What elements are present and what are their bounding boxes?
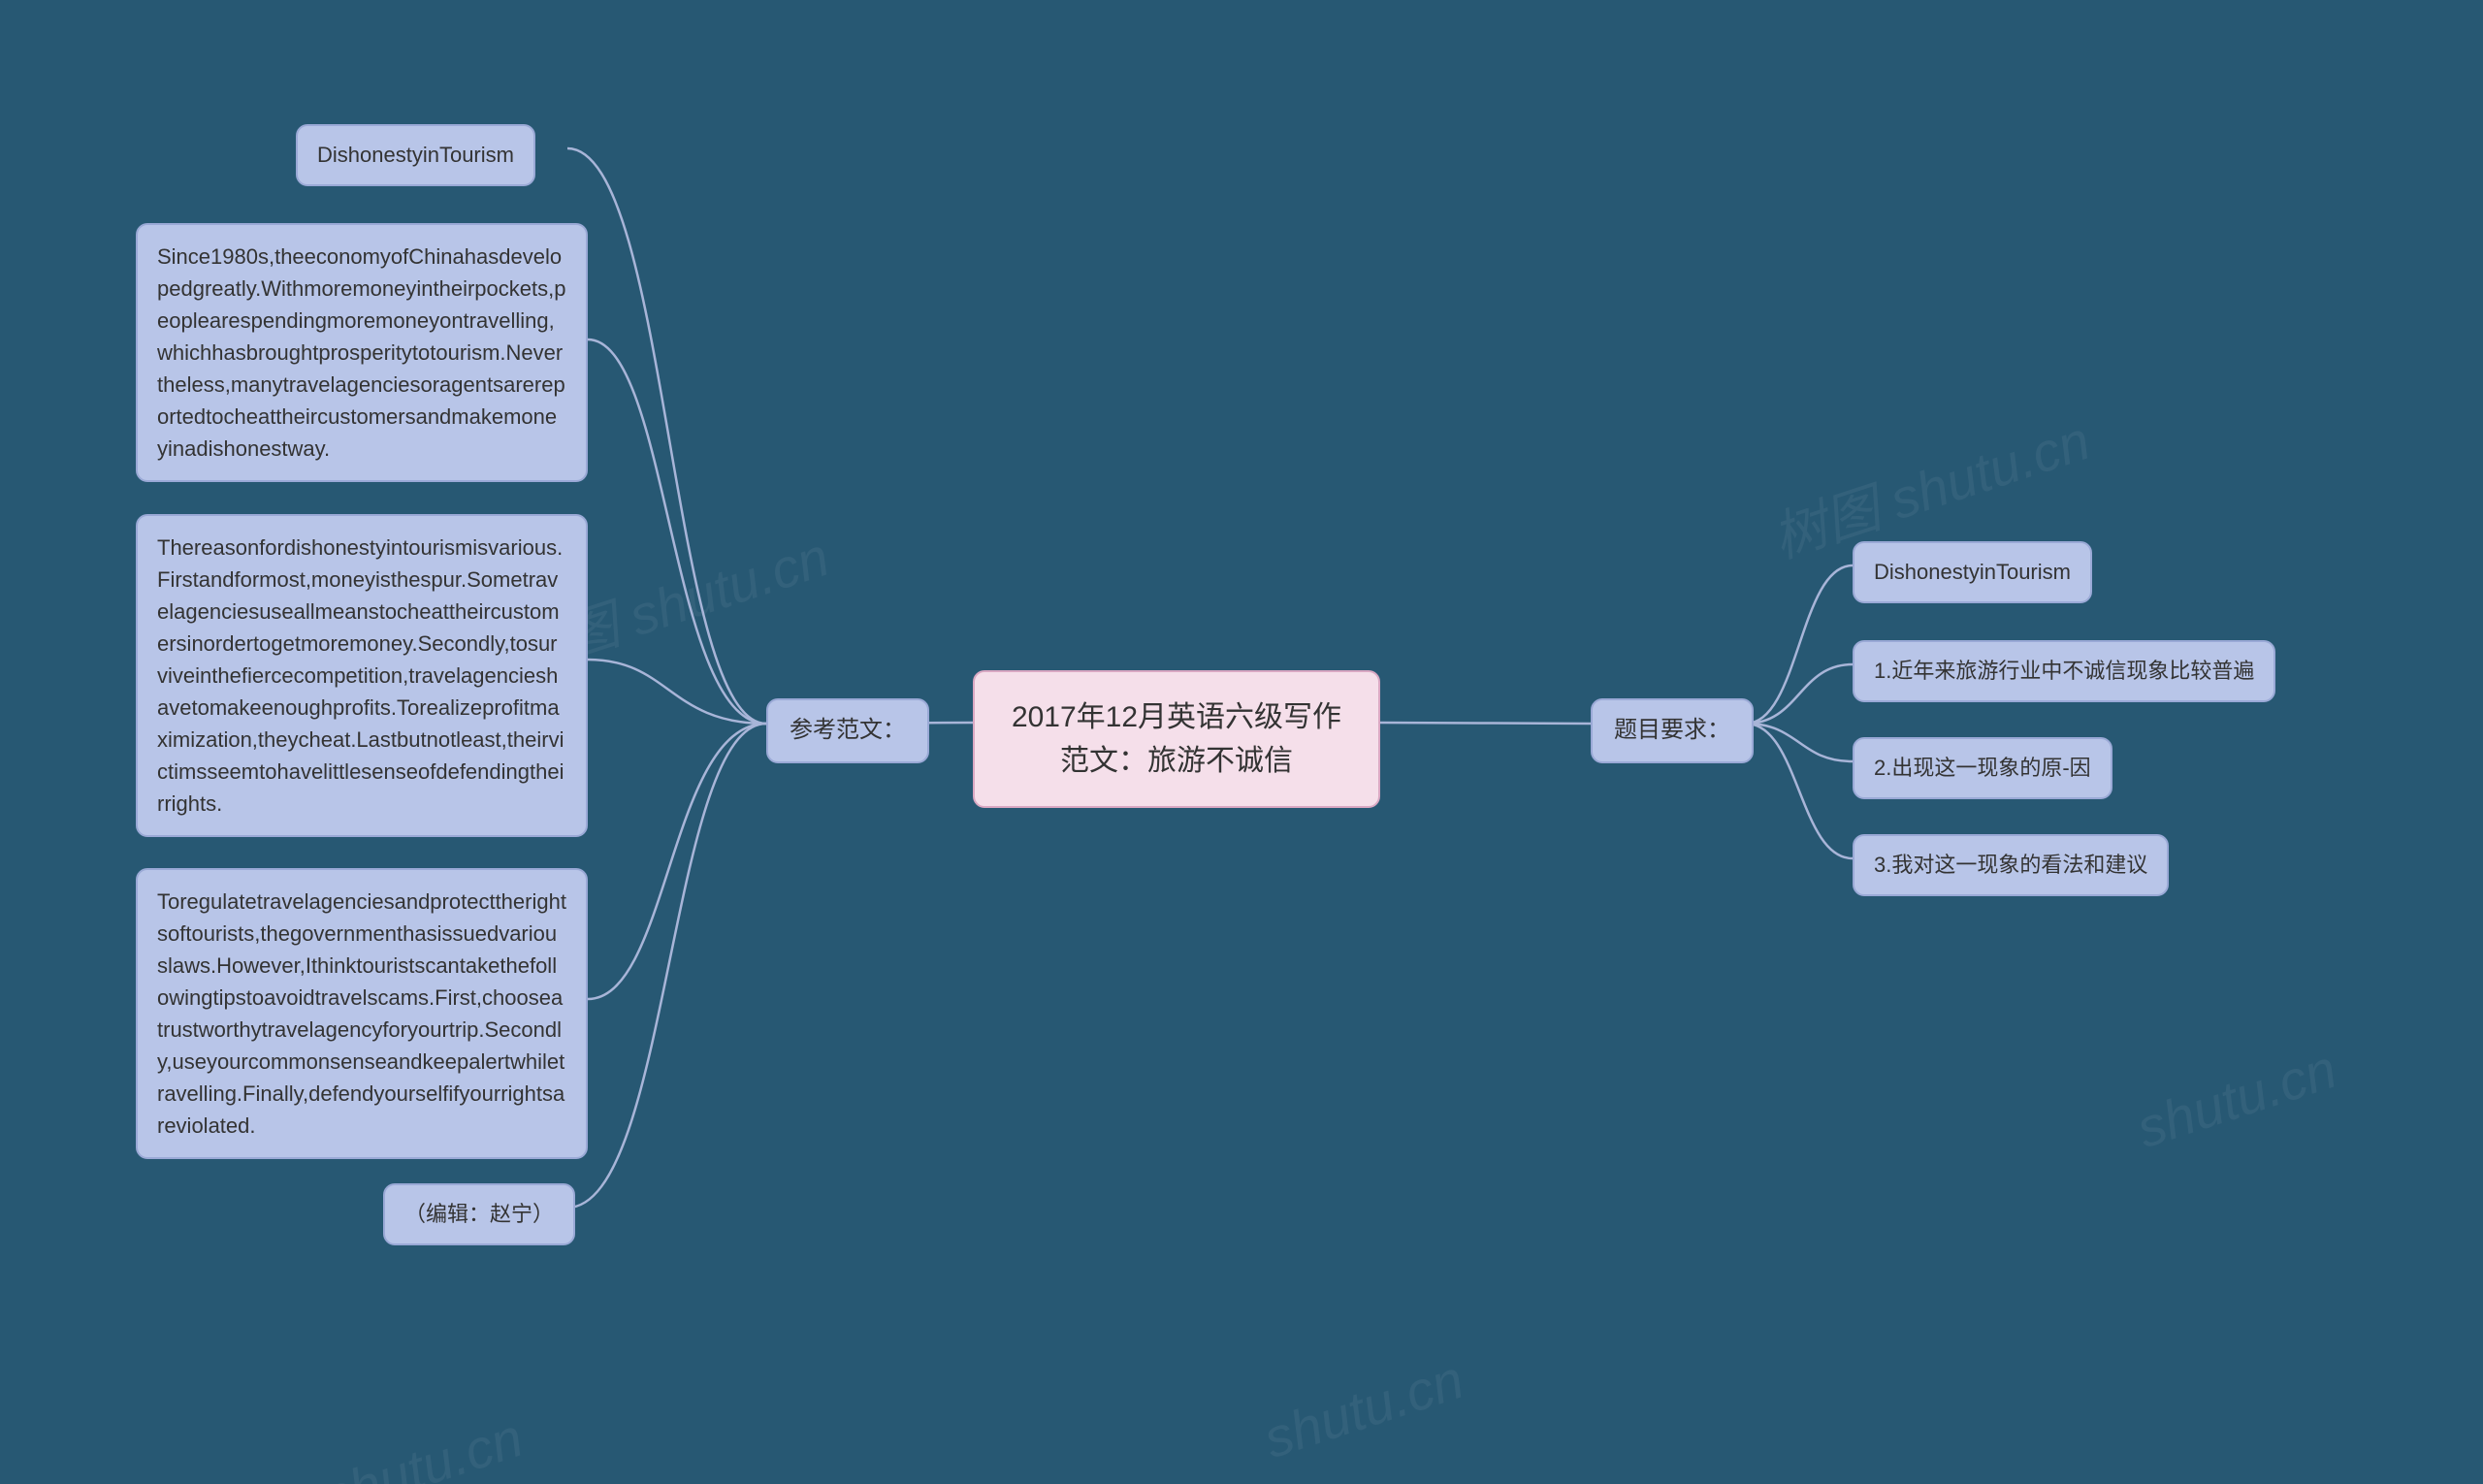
right-leaf-2-text: 2.出现这一现象的原-因 <box>1874 756 2091 780</box>
left-leaf-4-text: （编辑：赵宁） <box>404 1202 554 1226</box>
branch-left[interactable]: 参考范文： <box>766 698 929 763</box>
right-leaf-0-text: DishonestyinTourism <box>1874 560 2071 584</box>
mindmap-root[interactable]: 2017年12月英语六级写作 范文：旅游不诚信 <box>973 670 1380 808</box>
watermark: shutu.cn <box>2129 1037 2343 1160</box>
left-leaf-0-text: DishonestyinTourism <box>317 143 514 167</box>
left-leaf-2[interactable]: Thereasonfordishonestyintourismisvarious… <box>136 514 588 837</box>
left-leaf-0[interactable]: DishonestyinTourism <box>296 124 535 186</box>
right-leaf-3[interactable]: 3.我对这一现象的看法和建议 <box>1853 834 2169 896</box>
branch-right-label: 题目要求： <box>1614 717 1730 743</box>
left-leaf-3-text: Toregulatetravelagenciesandprotecttherig… <box>157 889 566 1138</box>
branch-right[interactable]: 题目要求： <box>1591 698 1754 763</box>
root-line-2: 范文：旅游不诚信 <box>1002 739 1351 783</box>
left-leaf-1-text: Since1980s,theeconomyofChinahasdeveloped… <box>157 244 565 461</box>
left-leaf-2-text: Thereasonfordishonestyintourismisvarious… <box>157 535 564 816</box>
left-leaf-3[interactable]: Toregulatetravelagenciesandprotecttherig… <box>136 868 588 1159</box>
right-leaf-1-text: 1.近年来旅游行业中不诚信现象比较普遍 <box>1874 659 2254 683</box>
right-leaf-1[interactable]: 1.近年来旅游行业中不诚信现象比较普遍 <box>1853 640 2275 702</box>
branch-left-label: 参考范文： <box>790 717 906 743</box>
watermark: shutu.cn <box>315 1405 530 1484</box>
right-leaf-2[interactable]: 2.出现这一现象的原-因 <box>1853 737 2112 799</box>
watermark: shutu.cn <box>1256 1347 1470 1470</box>
root-line-1: 2017年12月英语六级写作 <box>1002 695 1351 739</box>
right-leaf-3-text: 3.我对这一现象的看法和建议 <box>1874 853 2147 877</box>
left-leaf-4[interactable]: （编辑：赵宁） <box>383 1183 575 1245</box>
right-leaf-0[interactable]: DishonestyinTourism <box>1853 541 2092 603</box>
left-leaf-1[interactable]: Since1980s,theeconomyofChinahasdeveloped… <box>136 223 588 482</box>
